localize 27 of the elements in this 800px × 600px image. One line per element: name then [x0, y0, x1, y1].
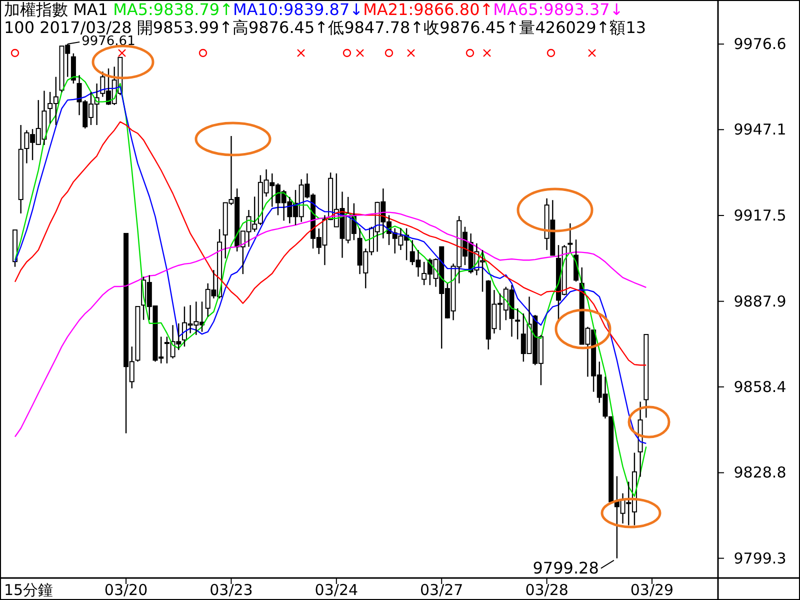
text: MA10:9839.87↓ [233, 0, 364, 19]
y-tick-label: 9799.3 [734, 549, 786, 568]
text: MA5:9838.79↑ [113, 0, 233, 19]
text: 15分鐘 [4, 581, 54, 599]
y-tick-label: 9976.6 [734, 35, 786, 54]
y-tick-label: 9828.8 [734, 464, 786, 482]
x-tick-label: 03/27 [420, 581, 464, 599]
candlestick [515, 308, 520, 340]
x-tick-label: 03/20 [104, 581, 148, 599]
annotation: 9976.61 [82, 34, 136, 50]
text: MA21:9866.80↑ [363, 0, 494, 19]
y-tick-label: 9917.5 [734, 206, 786, 224]
line-series [14, 121, 647, 366]
x-tick-label: 03/24 [314, 581, 358, 599]
y-tick-label: 9887.9 [734, 292, 786, 310]
candlestick [644, 334, 649, 418]
candlestick [135, 306, 140, 362]
x-tick-label: 03/23 [210, 581, 253, 599]
y-tick-label: 9947.1 [734, 120, 786, 139]
candlestick [608, 416, 614, 502]
y-tick-label: 9858.4 [734, 378, 786, 396]
text: MA65:9893.37↓ [493, 0, 624, 19]
annotation: 9799.28 [532, 558, 599, 578]
chart-title: 加權指數 MA1 [4, 0, 114, 19]
candlestick [18, 124, 24, 214]
x-tick-label: 03/29 [630, 581, 674, 599]
x-tick-label: 03/28 [525, 581, 568, 599]
